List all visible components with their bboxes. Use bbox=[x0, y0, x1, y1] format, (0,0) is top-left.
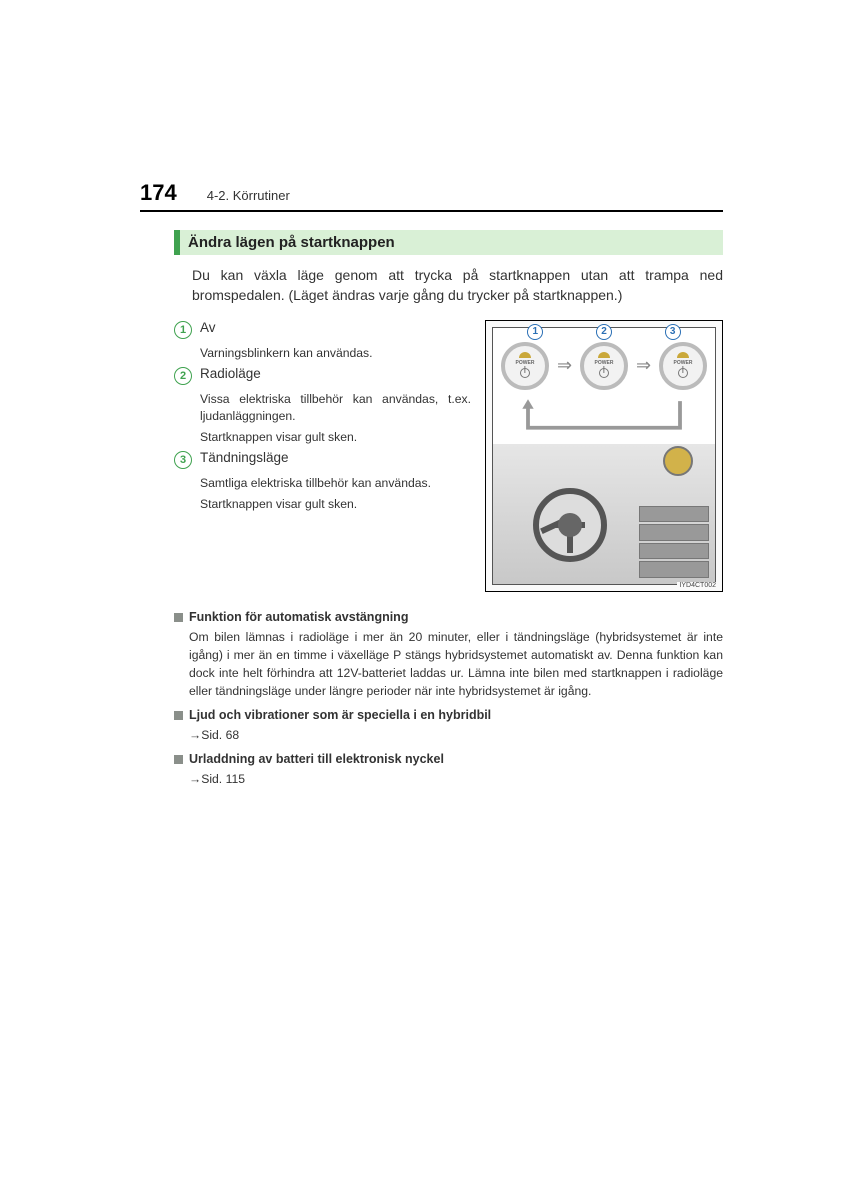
list-item: 2 Radioläge bbox=[174, 366, 471, 385]
power-symbol-icon bbox=[520, 368, 530, 378]
list-item-desc: Startknappen visar gult sken. bbox=[200, 496, 471, 513]
power-button-icon: POWER bbox=[580, 342, 628, 390]
list-item: 1 Av bbox=[174, 320, 471, 339]
square-bullet-icon bbox=[174, 613, 183, 622]
square-bullet-icon bbox=[174, 711, 183, 720]
center-console-graphic bbox=[639, 506, 709, 578]
arrow-right-icon: ⇒ bbox=[636, 355, 651, 376]
illustration-frame: 1 2 3 POWER ⇒ POWER bbox=[485, 320, 723, 592]
manual-page: 174 4-2. Körrutiner Ändra lägen på start… bbox=[0, 0, 848, 788]
section-title: Ändra lägen på startknappen bbox=[174, 230, 723, 255]
subsection-header: Urladdning av batteri till elektronisk n… bbox=[174, 752, 723, 766]
power-button-row: POWER ⇒ POWER ⇒ POWER bbox=[501, 342, 707, 390]
steering-wheel-icon bbox=[533, 488, 607, 562]
power-symbol-icon bbox=[678, 368, 688, 378]
arrow-right-icon: ⇒ bbox=[557, 355, 572, 376]
illustration-number-row: 1 2 3 bbox=[501, 324, 707, 340]
illustration-number-icon: 2 bbox=[596, 324, 612, 340]
subsection-body: →Sid. 68 bbox=[189, 726, 723, 744]
illustration-number-icon: 3 bbox=[665, 324, 681, 340]
image-code: IYD4CT002 bbox=[677, 582, 718, 589]
start-button-callout-icon bbox=[663, 446, 693, 476]
list-item-title: Av bbox=[200, 320, 216, 335]
list-number-icon: 2 bbox=[174, 367, 192, 385]
list-item-desc: Varningsblinkern kan användas. bbox=[200, 345, 471, 362]
list-item: 3 Tändningsläge bbox=[174, 450, 471, 469]
list-item-title: Radioläge bbox=[200, 366, 261, 381]
list-item-desc: Samtliga elektriska tillbehör kan använd… bbox=[200, 475, 471, 492]
loop-arrow-icon bbox=[509, 398, 699, 448]
illustration-column: 1 2 3 POWER ⇒ POWER bbox=[485, 320, 723, 592]
section-intro: Du kan växla läge genom att trycka på st… bbox=[192, 265, 723, 306]
illustration-number-icon: 1 bbox=[527, 324, 543, 340]
subsection-body: Om bilen lämnas i radioläge i mer än 20 … bbox=[189, 628, 723, 700]
power-button-icon: POWER bbox=[659, 342, 707, 390]
page-header: 174 4-2. Körrutiner bbox=[140, 180, 723, 212]
power-symbol-icon bbox=[599, 368, 609, 378]
list-number-icon: 3 bbox=[174, 451, 192, 469]
subsection-title: Ljud och vibrationer som är speciella i … bbox=[189, 708, 491, 722]
subsection-title: Urladdning av batteri till elektronisk n… bbox=[189, 752, 444, 766]
breadcrumb: 4-2. Körrutiner bbox=[207, 188, 290, 203]
list-item-desc: Vissa elektriska tillbehör kan användas,… bbox=[200, 391, 471, 425]
mode-list: 1 Av Varningsblinkern kan användas. 2 Ra… bbox=[174, 320, 471, 592]
subsection: Funktion för automatisk avstängning Om b… bbox=[174, 610, 723, 788]
content-row: 1 Av Varningsblinkern kan användas. 2 Ra… bbox=[174, 320, 723, 592]
list-item-desc: Startknappen visar gult sken. bbox=[200, 429, 471, 446]
subsection-title: Funktion för automatisk avstängning bbox=[189, 610, 408, 624]
subsection-body: →Sid. 115 bbox=[189, 770, 723, 788]
dashboard-graphic bbox=[493, 444, 715, 584]
illustration-inner: 1 2 3 POWER ⇒ POWER bbox=[492, 327, 716, 585]
list-item-title: Tändningsläge bbox=[200, 450, 289, 465]
list-number-icon: 1 bbox=[174, 321, 192, 339]
power-button-icon: POWER bbox=[501, 342, 549, 390]
subsection-header: Funktion för automatisk avstängning bbox=[174, 610, 723, 624]
page-number: 174 bbox=[140, 180, 177, 206]
square-bullet-icon bbox=[174, 755, 183, 764]
subsection-header: Ljud och vibrationer som är speciella i … bbox=[174, 708, 723, 722]
